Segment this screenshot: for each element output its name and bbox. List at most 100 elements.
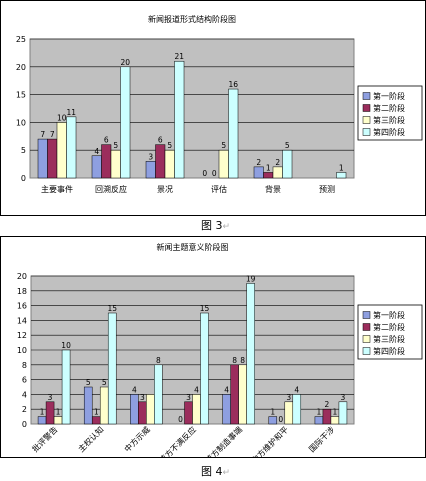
legend-entry: 第四阶段 xyxy=(373,346,405,356)
data-label: 1 xyxy=(339,163,344,172)
x-tick-label: 主要事件 xyxy=(41,184,73,194)
y-tick-label: 25 xyxy=(16,35,26,44)
bar-3 xyxy=(192,394,201,425)
data-label: 1 xyxy=(40,408,45,417)
data-label: 1 xyxy=(317,408,322,417)
data-label: 3 xyxy=(140,393,145,402)
chart-caption-1: 图 3↵ xyxy=(201,217,230,233)
legend-swatch xyxy=(362,128,371,136)
legend-swatch xyxy=(362,116,371,124)
bar-1 xyxy=(91,155,102,179)
y-tick-label: 5 xyxy=(21,146,26,155)
data-label: 1 xyxy=(270,408,275,417)
legend-entry: 第一阶段 xyxy=(373,310,405,320)
data-label: 10 xyxy=(61,341,71,350)
data-label: 1 xyxy=(266,163,271,172)
bar-1 xyxy=(145,161,156,179)
bar-1 xyxy=(314,416,324,425)
bar-2 xyxy=(91,416,101,425)
data-label: 4 xyxy=(194,385,199,394)
data-label: 21 xyxy=(174,52,184,61)
bar-3 xyxy=(110,149,121,179)
bar-3 xyxy=(164,149,175,179)
bar-1 xyxy=(83,386,93,425)
legend-entry: 第三阶段 xyxy=(373,115,405,125)
x-tick-label: 背景 xyxy=(265,184,281,194)
data-label: 6 xyxy=(158,136,163,145)
bar-1 xyxy=(37,138,48,179)
chart-title: 新闻主题意义阶段图 xyxy=(157,242,229,252)
legend-swatch xyxy=(362,347,371,355)
bar-2 xyxy=(230,364,239,425)
y-tick-label: 10 xyxy=(16,118,26,127)
bar-1 xyxy=(130,394,139,425)
y-tick-label: 2 xyxy=(22,405,27,414)
x-tick-label: 预测 xyxy=(319,184,335,194)
data-label: 1 xyxy=(333,408,338,417)
bar-1 xyxy=(268,416,278,425)
x-tick-label: 评估 xyxy=(211,184,227,194)
return-mark-icon: ↵ xyxy=(222,222,231,232)
chart-theme-meaning: 新闻主题意义阶段图0246810121416182013110批评警告51515… xyxy=(0,236,426,458)
bar-4 xyxy=(66,116,77,179)
data-label: 2 xyxy=(325,400,330,409)
y-tick-label: 0 xyxy=(22,420,27,429)
data-label: 3 xyxy=(341,393,346,402)
y-tick-label: 12 xyxy=(17,331,27,340)
data-label: 5 xyxy=(113,141,118,150)
legend-entry: 第二阶段 xyxy=(373,103,405,113)
y-tick-label: 20 xyxy=(17,272,27,281)
bar-3 xyxy=(272,166,283,179)
bar-2 xyxy=(138,401,147,425)
data-label: 6 xyxy=(104,136,109,145)
bar-3 xyxy=(53,416,63,425)
bar-4 xyxy=(120,66,131,179)
bar-3 xyxy=(56,122,67,179)
x-tick-label: 回溯反应 xyxy=(95,184,127,194)
bar-4 xyxy=(246,283,255,425)
data-label: 1 xyxy=(56,408,61,417)
data-label: 8 xyxy=(232,356,237,365)
bar-3 xyxy=(146,394,155,425)
bar-2 xyxy=(263,172,274,179)
legend-entry: 第二阶段 xyxy=(373,322,405,332)
data-label: 5 xyxy=(102,378,107,387)
bar-3 xyxy=(99,386,109,425)
legend-swatch xyxy=(362,335,371,343)
data-label: 0 xyxy=(212,169,217,178)
bar-1 xyxy=(253,166,264,179)
return-mark-icon: ↵ xyxy=(222,468,231,478)
legend-swatch xyxy=(362,311,371,319)
bar-3 xyxy=(218,149,229,179)
data-label: 5 xyxy=(221,141,226,150)
data-label: 0 xyxy=(178,415,183,424)
bar-4 xyxy=(174,60,185,179)
data-label: 16 xyxy=(228,80,238,89)
y-tick-label: 8 xyxy=(22,361,27,370)
y-tick-label: 18 xyxy=(17,287,27,296)
data-label: 3 xyxy=(148,152,153,161)
bar-3 xyxy=(238,364,247,425)
chart-title: 新闻报道形式结构阶段图 xyxy=(148,14,236,24)
caption-text: 图 4 xyxy=(201,465,223,478)
data-label: 2 xyxy=(275,158,280,167)
y-tick-label: 16 xyxy=(17,302,27,311)
y-tick-label: 4 xyxy=(22,390,27,399)
data-label: 15 xyxy=(107,304,117,313)
bar-4 xyxy=(200,312,209,425)
bar-3 xyxy=(284,401,294,425)
data-label: 4 xyxy=(224,385,229,394)
legend-swatch xyxy=(362,323,371,331)
legend-entry: 第一阶段 xyxy=(373,91,405,101)
data-label: 8 xyxy=(240,356,245,365)
y-tick-label: 15 xyxy=(16,91,26,100)
data-label: 10 xyxy=(57,113,67,122)
data-label: 4 xyxy=(94,147,99,156)
bar-2 xyxy=(47,138,58,179)
data-label: 11 xyxy=(66,108,76,117)
bar-4 xyxy=(282,149,293,179)
chart-caption-2: 图 4↵ xyxy=(201,463,230,479)
data-label: 3 xyxy=(48,393,53,402)
